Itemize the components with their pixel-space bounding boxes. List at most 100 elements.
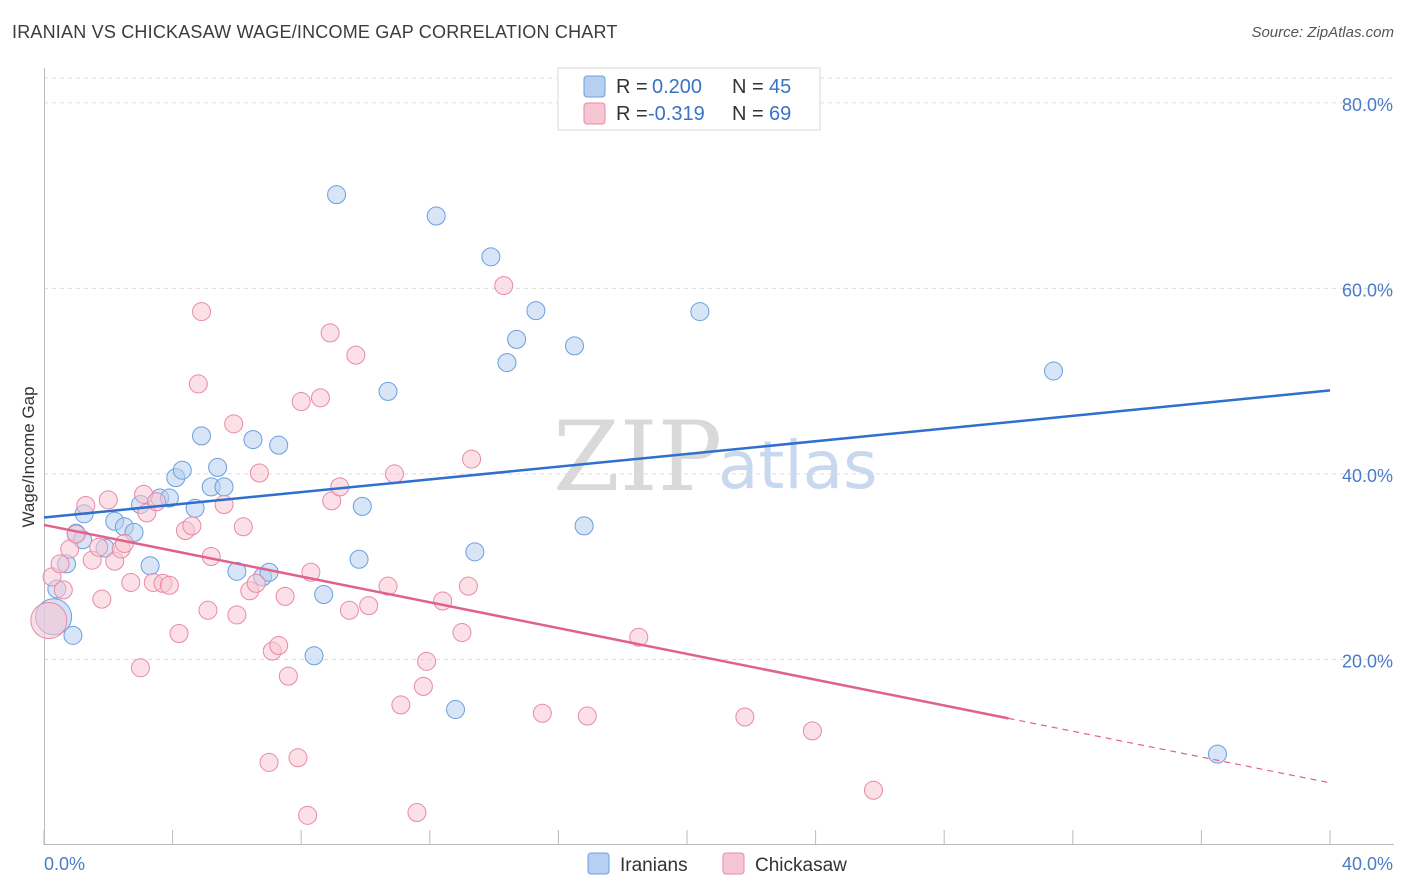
point-chickasaw-21 bbox=[159, 575, 179, 595]
point-iranians-22 bbox=[227, 561, 247, 581]
point-iranians-18 bbox=[192, 426, 212, 446]
point-chickasaw-9 bbox=[92, 589, 112, 609]
point-iranians-23 bbox=[243, 430, 263, 450]
x-tick-label-1: 40.0% bbox=[1342, 854, 1393, 874]
legend-swatch-iranians bbox=[583, 75, 606, 98]
point-iranians-37 bbox=[497, 353, 517, 373]
x-tick-label-0: 0.0% bbox=[44, 854, 85, 874]
point-chickasaw-53 bbox=[384, 464, 404, 484]
y-axis-label: Wage/Income Gap bbox=[19, 386, 38, 527]
point-iranians-39 bbox=[526, 301, 546, 321]
legend-n-label-chickasaw: N = bbox=[732, 103, 764, 125]
point-chickasaw-55 bbox=[407, 803, 427, 823]
legend-n-value-chickasaw: 69 bbox=[769, 103, 791, 125]
watermark-atlas: atlas bbox=[718, 427, 878, 504]
point-iranians-33 bbox=[446, 700, 466, 720]
x-tick-labels: 0.0% 40.0% bbox=[44, 854, 1393, 874]
point-iranians-16 bbox=[172, 460, 192, 480]
point-iranians-21 bbox=[214, 477, 234, 497]
bottom-legend-label-chickasaw: Chickasaw bbox=[755, 855, 847, 876]
watermark: ZIP atlas bbox=[553, 401, 878, 513]
point-chickasaw-54 bbox=[391, 695, 411, 715]
point-chickasaw-49 bbox=[339, 600, 359, 620]
point-chickasaw-31 bbox=[227, 605, 247, 625]
point-chickasaw-8 bbox=[89, 537, 109, 557]
point-chickasaw-15 bbox=[130, 658, 150, 678]
point-chickasaw-50 bbox=[346, 345, 366, 365]
point-chickasaw-45 bbox=[310, 388, 330, 408]
point-iranians-12 bbox=[140, 556, 160, 576]
point-chickasaw-0 bbox=[30, 601, 68, 639]
trendline-iranians bbox=[43, 389, 1331, 519]
point-chickasaw-67 bbox=[802, 721, 822, 741]
point-iranians-35 bbox=[465, 542, 485, 562]
trendline-chickasaw-extension bbox=[1008, 717, 1331, 784]
legend-r-label-chickasaw: R = bbox=[616, 103, 648, 125]
point-iranians-34 bbox=[426, 206, 446, 226]
grid bbox=[44, 77, 1394, 660]
point-chickasaw-60 bbox=[458, 576, 478, 596]
point-iranians-43 bbox=[1044, 361, 1064, 381]
point-iranians-42 bbox=[690, 302, 710, 322]
point-iranians-36 bbox=[481, 247, 501, 267]
legend-box: R = 0.200 N = 45 R = -0.319 N = 69 bbox=[557, 67, 821, 131]
point-chickasaw-32 bbox=[233, 517, 253, 537]
point-chickasaw-61 bbox=[462, 449, 482, 469]
bottom-legend: Iranians Chickasaw bbox=[587, 852, 847, 876]
chart-title: IRANIAN VS CHICKASAW WAGE/INCOME GAP COR… bbox=[12, 22, 618, 42]
point-iranians-38 bbox=[507, 329, 527, 349]
point-chickasaw-34 bbox=[246, 573, 266, 593]
point-chickasaw-38 bbox=[269, 636, 289, 656]
point-chickasaw-30 bbox=[224, 414, 244, 434]
point-chickasaw-68 bbox=[863, 780, 883, 800]
point-chickasaw-56 bbox=[413, 676, 433, 696]
legend-r-value-chickasaw: -0.319 bbox=[648, 103, 705, 125]
legend-r-value-iranians: 0.200 bbox=[652, 76, 702, 98]
point-iranians-31 bbox=[352, 496, 372, 516]
point-chickasaw-26 bbox=[192, 302, 212, 322]
point-chickasaw-25 bbox=[188, 374, 208, 394]
point-iranians-44 bbox=[1207, 744, 1227, 764]
point-chickasaw-22 bbox=[169, 623, 189, 643]
bottom-legend-label-iranians: Iranians bbox=[620, 855, 688, 876]
point-chickasaw-57 bbox=[417, 651, 437, 671]
legend-n-value-iranians: 45 bbox=[769, 76, 791, 98]
point-chickasaw-43 bbox=[298, 805, 318, 825]
bottom-legend-swatch-chickasaw bbox=[722, 852, 745, 875]
y-tick-label-2: 60.0% bbox=[1342, 280, 1393, 300]
point-iranians-30 bbox=[349, 549, 369, 569]
point-chickasaw-63 bbox=[532, 703, 552, 723]
point-iranians-28 bbox=[314, 585, 334, 605]
point-chickasaw-64 bbox=[577, 706, 597, 726]
point-chickasaw-46 bbox=[320, 323, 340, 343]
legend-swatch-chickasaw bbox=[583, 102, 606, 125]
data-points bbox=[30, 185, 1227, 825]
point-chickasaw-51 bbox=[359, 596, 379, 616]
point-iranians-3 bbox=[63, 625, 83, 645]
point-chickasaw-24 bbox=[182, 516, 202, 536]
point-iranians-20 bbox=[208, 457, 228, 477]
point-chickasaw-35 bbox=[249, 463, 269, 483]
point-chickasaw-27 bbox=[198, 600, 218, 620]
source-label: Source: ZipAtlas.com bbox=[1251, 24, 1394, 41]
y-tick-label-1: 40.0% bbox=[1342, 466, 1393, 486]
trend-lines bbox=[43, 389, 1331, 784]
point-chickasaw-14 bbox=[121, 572, 141, 592]
point-chickasaw-5 bbox=[66, 524, 86, 544]
y-tick-label-3: 80.0% bbox=[1342, 95, 1393, 115]
x-ticks bbox=[43, 830, 1331, 845]
point-iranians-26 bbox=[269, 435, 289, 455]
point-iranians-41 bbox=[574, 516, 594, 536]
point-chickasaw-66 bbox=[735, 707, 755, 727]
point-chickasaw-10 bbox=[98, 490, 118, 510]
point-chickasaw-39 bbox=[275, 586, 295, 606]
point-chickasaw-40 bbox=[278, 666, 298, 686]
point-iranians-29 bbox=[327, 185, 347, 205]
point-iranians-27 bbox=[304, 646, 324, 666]
point-chickasaw-65 bbox=[629, 627, 649, 647]
legend-n-label-iranians: N = bbox=[732, 76, 764, 98]
point-iranians-32 bbox=[378, 381, 398, 401]
legend-r-label-iranians: R = bbox=[616, 76, 648, 98]
point-chickasaw-2 bbox=[50, 554, 70, 574]
